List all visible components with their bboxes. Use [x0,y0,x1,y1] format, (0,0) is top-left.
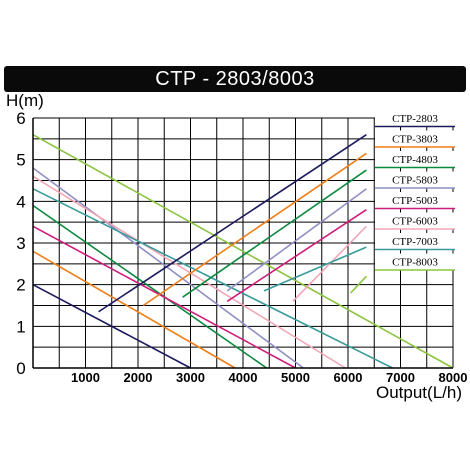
x-tick-label: 2000 [124,370,153,385]
y-axis-label: H(m) [6,91,44,110]
legend-item-bg [375,233,455,250]
legend-label: CTP-2803 [392,113,438,125]
legend-item-bg [375,110,455,127]
legend: CTP-2803 CTP-3803 CTP-4803 CTP-5803 CTP-5003… [375,110,455,271]
power-line-ctp-4803 [182,169,367,298]
flow-curve-ctp-4803 [32,204,268,369]
flow-curve-ctp-5003 [32,225,296,369]
x-tick-label: 6000 [334,370,363,385]
power-line-ctp-5003 [226,208,367,303]
legend-label: CTP-4803 [392,154,438,166]
legend-item-bg [375,212,455,229]
power-line-ctp-2803 [98,133,367,313]
flow-curve-ctp-8003 [32,133,454,369]
legend-label: CTP-7003 [392,236,438,248]
flow-curve-ctp-6003 [32,175,346,369]
axes: 0 1 2 3 4 5 6 1000 2000 3000 4000 5000 6000 7000 8000 [16,109,467,385]
x-tick-label: 4000 [229,370,258,385]
legend-label: CTP-3803 [392,134,438,146]
y-tick-label: 1 [16,317,25,336]
x-tick-label: 1000 [71,370,100,385]
power-line-ctp-6003 [292,225,367,302]
power-line-ctp-5803 [226,188,367,292]
x-tick-label: 3000 [176,370,205,385]
legend-label: CTP-6003 [392,216,438,228]
power-line-ctp-3803 [142,152,367,307]
flow-curve-ctp-5803 [32,167,304,369]
y-tick-label: 0 [16,359,25,378]
legend-label: CTP-5003 [392,195,438,207]
y-tick-label: 4 [16,192,25,211]
legend-item-bg [375,151,455,168]
y-tick-label: 3 [16,234,25,253]
legend-label: CTP-5803 [392,175,438,187]
flow-curve-ctp-3803 [32,250,236,369]
chart-title: CTP - 2803/8003 [4,66,466,92]
legend-item-bg [375,192,455,209]
y-tick-label: 6 [16,109,25,128]
flow-curve-ctp-7003 [32,188,393,369]
legend-item-bg [375,171,455,188]
y-tick-label: 2 [16,276,25,295]
x-tick-label: 5000 [281,370,310,385]
legend-item-bg [375,130,455,147]
power-lines [98,133,367,313]
y-tick-label: 5 [16,151,25,170]
flow-curve-ctp-2803 [32,283,191,369]
x-tick-label: 7000 [386,370,415,385]
power-line-ctp-7003 [263,246,367,292]
flow-curves [32,133,454,369]
legend-item-bg [375,253,455,270]
x-tick-label: 8000 [439,370,468,385]
x-axis-label: Output(L/h) [376,383,462,402]
power-line-ctp-8003 [350,275,367,294]
legend-label: CTP-8003 [392,257,438,269]
